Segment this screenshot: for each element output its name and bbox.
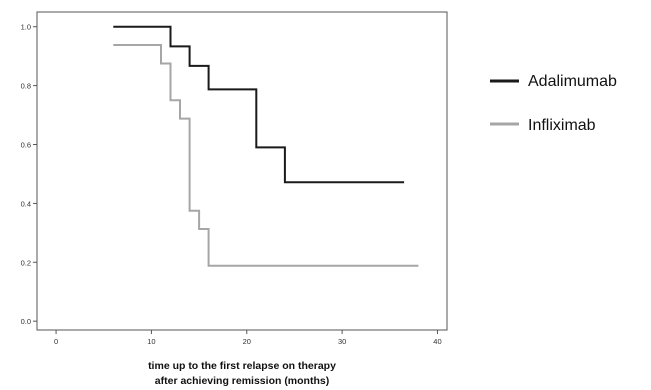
x-tick-label: 40 (433, 337, 441, 346)
x-axis-label-line-2: after achieving remission (months) (155, 375, 329, 387)
legend: Adalimumab Infliximab (490, 73, 617, 134)
x-tick-label: 30 (338, 337, 346, 346)
legend-label-adalimumab: Adalimumab (528, 73, 617, 90)
y-tick-label: 0.4 (21, 199, 31, 208)
y-tick-label: 1.0 (21, 23, 31, 32)
y-axis-ticks: 0.0 0.2 0.4 0.6 0.8 1.0 (21, 23, 37, 326)
y-tick-label: 0.6 (21, 141, 31, 150)
x-axis-label-line-1: time up to the first relapse on therapy (148, 360, 336, 372)
y-tick-label: 0.2 (21, 258, 31, 267)
series-line-infliximab (113, 44, 419, 267)
plot-frame (36, 11, 448, 331)
x-axis-ticks: 0 10 20 30 40 (54, 330, 442, 346)
x-tick-label: 0 (54, 337, 58, 346)
series-layer (113, 25, 419, 267)
y-tick-label: 0.0 (21, 317, 31, 326)
legend-label-infliximab: Infliximab (528, 117, 596, 134)
series-line-adalimumab (113, 25, 405, 184)
y-tick-label: 0.8 (21, 82, 31, 91)
x-tick-label: 10 (147, 337, 155, 346)
x-tick-label: 20 (243, 337, 251, 346)
